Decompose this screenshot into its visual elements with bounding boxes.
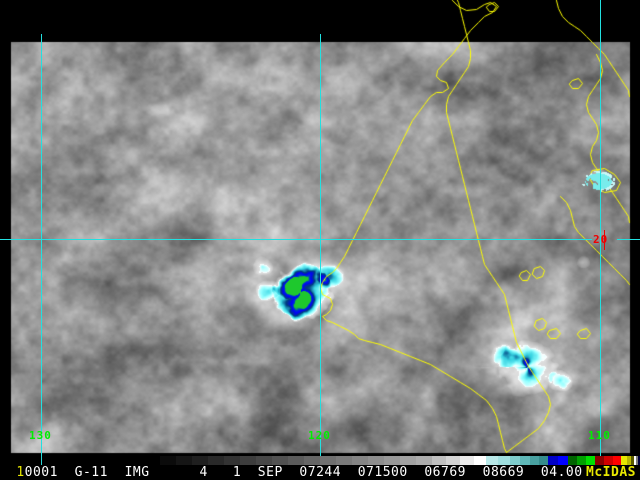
color-bar-segment (368, 456, 384, 465)
longitude-label-110: 110 (588, 429, 611, 442)
color-bar-segment (240, 456, 256, 465)
color-bar-segment (446, 456, 460, 465)
color-bar-segment (595, 456, 604, 465)
color-bar-segment (192, 456, 208, 465)
color-bar-segment (636, 456, 638, 465)
color-bar-segment (539, 456, 548, 465)
color-bar-segment (160, 456, 176, 465)
status-metadata-fields: 0001 G-11 IMG 4 1 SEP 07244 071500 06769… (24, 465, 583, 480)
color-bar-segment (336, 456, 352, 465)
color-bar-tick-marker (41, 456, 42, 465)
color-bar-segment (613, 456, 621, 465)
color-bar-segment (256, 456, 272, 465)
color-bar-segment (621, 456, 627, 465)
color-bar-segment (631, 456, 634, 465)
color-bar-segment (352, 456, 368, 465)
color-bar-segment (0, 456, 80, 465)
color-bar-segment (384, 456, 400, 465)
gridline-lat-20-right (617, 239, 640, 240)
color-bar-segment (627, 456, 631, 465)
color-bar-segment (288, 456, 304, 465)
color-bar-segment (498, 456, 510, 465)
color-bar-segment (208, 456, 224, 465)
enhancement-color-bar[interactable] (0, 456, 640, 465)
color-bar-segment (460, 456, 474, 465)
color-bar-segment (304, 456, 320, 465)
color-bar-segment (400, 456, 416, 465)
color-bar-segment (577, 456, 586, 465)
color-bar-segment (474, 456, 486, 465)
latitude-label-20: 20 (593, 233, 609, 246)
gridline-lon-110 (600, 0, 601, 456)
status-bar: 10001 G-11 IMG 4 1 SEP 07244 071500 0676… (0, 456, 640, 480)
color-bar-segment (486, 456, 498, 465)
color-bar-segment (432, 456, 446, 465)
color-bar-segment (520, 456, 530, 465)
color-bar-segment (634, 456, 636, 465)
longitude-label-120: 120 (308, 429, 331, 442)
color-bar-segment (586, 456, 595, 465)
color-bar-segment (320, 456, 336, 465)
longitude-label-130: 130 (29, 429, 52, 442)
color-bar-segment (80, 456, 160, 465)
latitude-tick-20-vertical (604, 230, 605, 250)
mcidas-brand-label: McIDAS (586, 465, 636, 480)
color-bar-segment (176, 456, 192, 465)
color-bar-segment (416, 456, 432, 465)
color-bar-segment (272, 456, 288, 465)
gridline-lon-130 (41, 34, 42, 456)
color-bar-segment (568, 456, 577, 465)
color-bar-segment (224, 456, 240, 465)
gridline-lon-120 (320, 34, 321, 456)
status-lead-digit: 1 (8, 465, 25, 480)
gridline-lat-20 (0, 239, 592, 240)
color-bar-segment (604, 456, 613, 465)
image-metadata-text: 10001 G-11 IMG 4 1 SEP 07244 071500 0676… (0, 465, 640, 480)
color-bar-segment (530, 456, 539, 465)
color-bar-segment (510, 456, 520, 465)
color-bar-segment (638, 456, 640, 465)
color-bar-segment (548, 456, 558, 465)
color-bar-segment (558, 456, 568, 465)
